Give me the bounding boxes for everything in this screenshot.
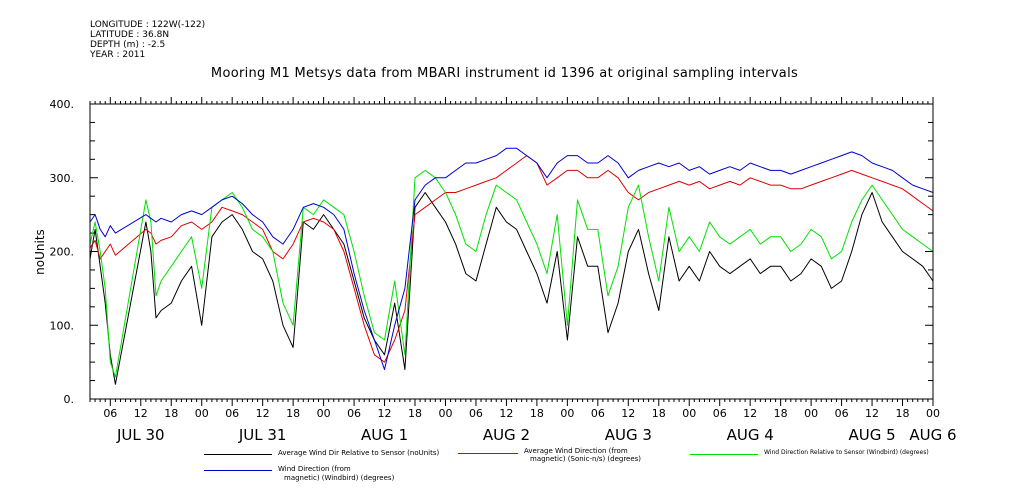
x-tick-label: 06 xyxy=(225,407,239,420)
x-tick-label: 12 xyxy=(743,407,757,420)
x-tick-label: 12 xyxy=(256,407,270,420)
legend-swatch-green xyxy=(690,454,758,455)
x-tick-label: 12 xyxy=(865,407,879,420)
latitude-text: LATITUDE : 36.8N xyxy=(90,30,170,40)
legend-label-red-1: Average Wind Direction (from xyxy=(524,447,628,455)
y-tick-labels: 0. 100. 200. 300. 400. xyxy=(50,98,75,406)
series-line-1 xyxy=(89,192,934,385)
x-tick-label: 00 xyxy=(438,407,452,420)
x-tick-label: 12 xyxy=(499,407,513,420)
axis-ticks xyxy=(89,97,934,406)
x-tick-label: 06 xyxy=(713,407,727,420)
y-axis-label: noUnits xyxy=(33,229,47,275)
legend-swatch-black xyxy=(204,454,272,455)
legend-label-blue-2: magnetic) (Windbird) (degrees) xyxy=(284,474,395,482)
legend-label-blue-1: Wind Direction (from xyxy=(278,465,351,473)
series-line-3 xyxy=(89,169,934,378)
y-tick-label: 100. xyxy=(50,319,75,332)
x-tick-label: 00 xyxy=(682,407,696,420)
x-tick-label: 06 xyxy=(591,407,605,420)
x-tick-label: 18 xyxy=(896,407,910,420)
series-layer xyxy=(89,147,934,385)
legend-item-red: Average Wind Direction (from magnetic) (… xyxy=(458,447,678,467)
x-tick-label: 12 xyxy=(134,407,148,420)
legend-label-red-2: magnetic) (Sonic-n/s) (degrees) xyxy=(530,455,642,463)
chart-title: Mooring M1 Metsys data from MBARI instru… xyxy=(210,66,799,81)
x-tick-label: 12 xyxy=(621,407,635,420)
x-tick-label: 18 xyxy=(164,407,178,420)
metadata-block: LONGITUDE : 122W(-122) LATITUDE : 36.8N … xyxy=(90,20,205,60)
x-tick-label: 00 xyxy=(926,407,940,420)
x-tick-labels: 06 12 18 00 06 12 18 00 06 12 18 00 06 12 18 00 06 12 18 00… xyxy=(103,407,940,420)
x-tick-label: 00 xyxy=(317,407,331,420)
x-tick-label: 18 xyxy=(286,407,300,420)
y-tick-label: 0. xyxy=(64,393,75,406)
x-tick-label: 12 xyxy=(378,407,392,420)
x-tick-label: 18 xyxy=(530,407,544,420)
legend-item-green: Wind Direction Relative to Sensor (Windb… xyxy=(690,449,990,461)
x-day-label: AUG 5 xyxy=(848,426,895,444)
x-tick-label: 00 xyxy=(804,407,818,420)
x-tick-label: 06 xyxy=(835,407,849,420)
plot-frame xyxy=(89,103,934,400)
x-tick-label: 18 xyxy=(774,407,788,420)
x-day-label: JUL 30 xyxy=(116,426,165,444)
x-tick-label: 18 xyxy=(408,407,422,420)
x-tick-label: 18 xyxy=(652,407,666,420)
legend-item-black: Average Wind Dir Relative to Sensor (noU… xyxy=(204,449,504,461)
legend-item-blue: Wind Direction (from magnetic) (Windbird… xyxy=(204,465,464,485)
x-day-label: AUG 6 xyxy=(909,426,956,444)
longitude-text: LONGITUDE : 122W(-122) xyxy=(90,20,206,30)
legend-swatch-blue xyxy=(204,470,272,471)
year-text: YEAR : 2011 xyxy=(90,50,146,60)
x-tick-label: 00 xyxy=(560,407,574,420)
x-tick-label: 00 xyxy=(195,407,209,420)
series-line-4 xyxy=(89,147,934,370)
y-tick-label: 400. xyxy=(50,98,75,111)
x-day-label: AUG 1 xyxy=(361,426,408,444)
x-day-labels: JUL 30 JUL 31 AUG 1 AUG 2 AUG 3 AUG 4 AUG 5 AUG… xyxy=(116,426,957,444)
x-day-label: AUG 2 xyxy=(483,426,530,444)
depth-text: DEPTH (m) : -2.5 xyxy=(90,40,166,50)
x-tick-label: 06 xyxy=(469,407,483,420)
x-tick-label: 06 xyxy=(347,407,361,420)
x-day-label: AUG 4 xyxy=(727,426,774,444)
y-tick-label: 200. xyxy=(50,246,75,259)
series-line-2 xyxy=(89,155,934,363)
legend-label-black: Average Wind Dir Relative to Sensor (noU… xyxy=(278,449,440,457)
legend-swatch-red xyxy=(458,453,518,454)
x-tick-label: 06 xyxy=(103,407,117,420)
x-day-label: AUG 3 xyxy=(605,426,652,444)
legend-label-green: Wind Direction Relative to Sensor (Windb… xyxy=(764,449,929,456)
x-day-label: JUL 31 xyxy=(238,426,287,444)
y-tick-label: 300. xyxy=(50,172,75,185)
